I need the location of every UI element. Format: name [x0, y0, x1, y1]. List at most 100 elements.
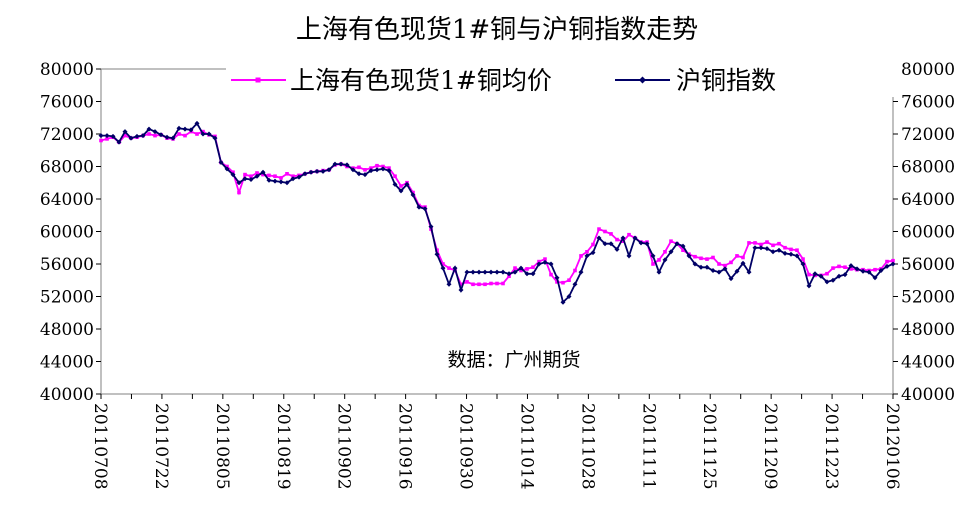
data-point-index	[566, 294, 572, 299]
data-point-index	[200, 131, 206, 137]
data-point-index	[884, 263, 890, 269]
data-point-index	[332, 161, 338, 167]
data-point-index	[872, 275, 878, 281]
data-point-spot	[669, 239, 673, 243]
data-point-spot	[105, 137, 109, 141]
data-point-index	[146, 126, 152, 132]
data-point-index	[788, 251, 794, 257]
data-point-spot	[477, 282, 481, 287]
data-point-index	[224, 166, 230, 172]
x-axis: 20110708 20110722 20110805 20110819 20110902…	[90, 394, 902, 490]
data-point-index	[782, 250, 788, 256]
data-point-spot	[585, 250, 589, 254]
data-point-spot	[147, 132, 151, 136]
y-tick-left-label: 56000	[40, 255, 94, 275]
data-point-index	[530, 271, 536, 277]
data-point-index	[182, 126, 188, 132]
y-tick-left-label: 72000	[40, 125, 94, 145]
data-point-spot	[723, 263, 727, 268]
data-point-index	[770, 249, 776, 255]
data-point-index	[140, 133, 146, 139]
data-point-spot	[765, 240, 769, 244]
y-axis-left: 40000 44000 48000 52000 56000 60000 64000 68000…	[40, 60, 101, 405]
data-point-spot	[651, 262, 655, 266]
data-point-index	[446, 281, 452, 287]
data-point-index	[386, 168, 392, 174]
data-point-index	[272, 178, 278, 184]
data-point-index	[500, 269, 506, 275]
data-point-index	[680, 243, 686, 249]
data-point-index	[230, 172, 236, 178]
data-point-index	[560, 299, 566, 305]
data-point-index	[464, 269, 470, 275]
data-point-spot	[357, 165, 361, 170]
data-point-spot	[705, 257, 709, 261]
data-point-spot	[441, 262, 445, 266]
data-point-index	[494, 269, 500, 275]
data-point-index	[698, 264, 704, 270]
x-tick-label: 20110902	[334, 403, 354, 490]
data-point-spot	[597, 227, 601, 231]
data-point-spot	[795, 248, 799, 252]
data-point-index	[794, 253, 800, 259]
data-point-index	[740, 260, 746, 266]
data-point-spot	[483, 282, 487, 287]
data-point-spot	[273, 174, 277, 178]
data-point-index	[98, 133, 104, 139]
data-point-index	[716, 269, 722, 275]
data-point-index	[506, 271, 512, 277]
data-point-index	[338, 161, 344, 167]
data-point-spot	[177, 132, 181, 136]
data-point-index	[722, 266, 728, 272]
data-point-spot	[471, 282, 475, 287]
data-point-spot	[681, 248, 685, 252]
data-point-spot	[489, 281, 493, 286]
data-point-index	[860, 268, 866, 274]
data-point-index	[518, 265, 524, 271]
data-point-index	[368, 168, 374, 174]
data-point-spot	[561, 280, 565, 285]
data-point-index	[428, 224, 434, 230]
y-tick-right-label: 76000	[901, 93, 955, 113]
data-point-spot	[495, 281, 499, 286]
data-point-index	[194, 120, 200, 126]
data-point-spot	[501, 281, 505, 286]
y-tick-right-label: 80000	[901, 60, 955, 80]
data-point-index	[404, 181, 410, 187]
data-point-spot	[153, 133, 157, 138]
data-point-index	[800, 261, 806, 267]
data-point-index	[584, 253, 590, 259]
data-point-index	[350, 167, 356, 173]
data-point-index	[116, 139, 122, 145]
data-point-index	[662, 257, 668, 263]
data-point-index	[554, 275, 560, 281]
x-tick-label: 20111111	[638, 403, 658, 490]
data-point-index	[458, 287, 464, 293]
data-point-index	[104, 133, 110, 139]
data-point-index	[248, 177, 254, 182]
data-point-spot	[627, 232, 631, 237]
source-note: 数据：广州期货	[447, 349, 580, 371]
data-point-index	[614, 246, 620, 252]
x-tick-label: 20111209	[760, 403, 780, 490]
data-point-spot	[99, 138, 103, 143]
y-tick-right-label: 44000	[901, 353, 955, 373]
data-point-index	[590, 250, 596, 256]
data-point-spot	[393, 174, 397, 178]
series-layer	[98, 120, 896, 305]
data-point-spot	[279, 176, 283, 180]
data-point-index	[608, 241, 614, 247]
data-point-index	[656, 269, 662, 275]
data-point-index	[692, 261, 698, 267]
data-point-index	[260, 169, 266, 175]
data-point-index	[668, 249, 674, 255]
data-point-spot	[255, 171, 259, 175]
data-point-index	[434, 251, 440, 257]
data-point-index	[212, 135, 218, 141]
data-point-index	[152, 129, 158, 135]
data-point-index	[602, 241, 608, 247]
data-point-index	[308, 169, 314, 175]
x-tick-label: 20110805	[212, 403, 232, 490]
data-point-index	[596, 235, 602, 241]
